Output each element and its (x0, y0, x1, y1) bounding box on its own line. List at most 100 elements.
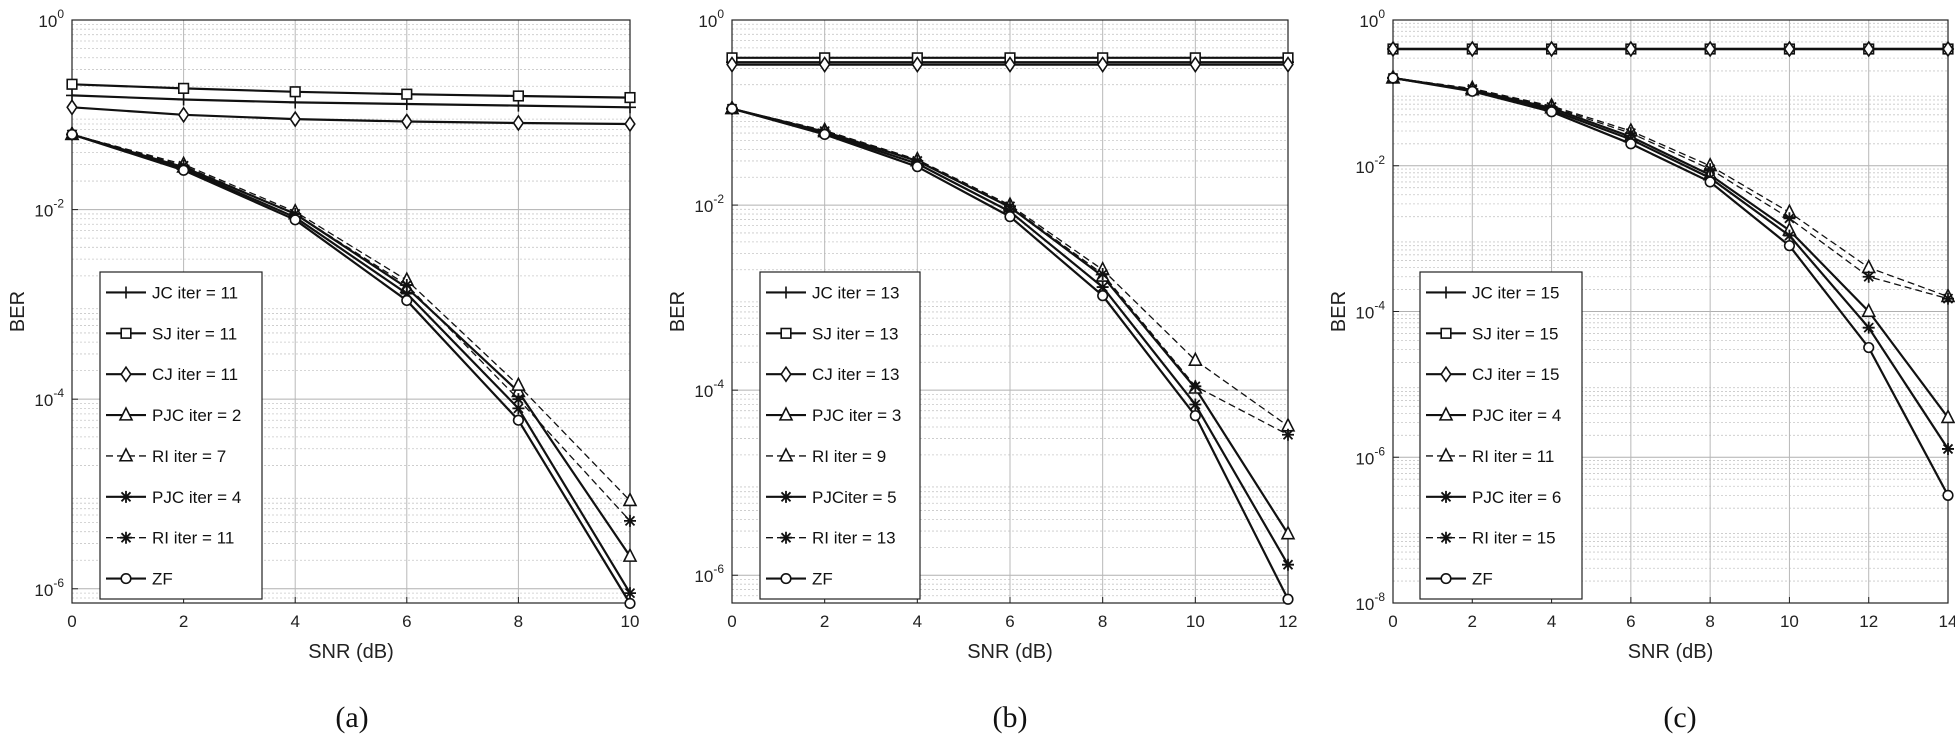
data-point (178, 82, 190, 94)
data-point (624, 91, 636, 104)
legend-label: RI iter = 11 (152, 529, 234, 548)
series-line (71, 133, 631, 502)
caption-c: (c) (1663, 701, 1696, 734)
legend-label: RI iter = 13 (812, 529, 896, 548)
data-point (401, 294, 413, 307)
x-tick-label: 8 (1705, 612, 1714, 631)
legend-label: ZF (812, 570, 833, 589)
legend-label: JC iter = 15 (1472, 283, 1559, 302)
data-point (624, 587, 636, 600)
data-point (1189, 398, 1202, 411)
x-tick-label: 4 (1547, 612, 1556, 631)
data-point (289, 96, 302, 109)
data-point (1625, 40, 1637, 58)
legend-label: PJC iter = 4 (152, 488, 241, 507)
legend-label: SJ iter = 15 (1472, 324, 1558, 343)
data-point (1188, 351, 1203, 366)
data-point (1282, 56, 1294, 73)
series-group (64, 78, 638, 610)
x-tick-label: 12 (1279, 612, 1298, 631)
legend-item: RI iter = 15 (1426, 529, 1556, 548)
series-line (71, 133, 631, 522)
legend-marker (120, 531, 132, 544)
legend-item: SJ iter = 11 (106, 324, 237, 343)
legend-item: PJC iter = 4 (1426, 406, 1561, 425)
data-point (1704, 163, 1717, 176)
series-group (1385, 40, 1955, 501)
series-0 (66, 89, 636, 114)
data-point (622, 547, 638, 562)
data-point (1096, 281, 1109, 294)
y-tick-label: 100 (38, 7, 64, 31)
data-point (1783, 212, 1796, 225)
chart-panel-b: 0 2 4 6 8 10 12 10-6 10-4 10-2 100 SNR (dB) BER JC it… (667, 7, 1297, 663)
legend-item: PJC iter = 4 (106, 488, 241, 507)
legend-marker (118, 447, 134, 462)
data-point (1862, 270, 1875, 283)
data-point (1861, 302, 1877, 318)
data-point (1096, 56, 1109, 73)
data-point (1280, 525, 1296, 540)
data-point (289, 214, 301, 226)
legend-item: ZF (766, 570, 833, 589)
data-point (624, 115, 636, 133)
x-tick-label: 0 (1388, 612, 1397, 631)
legend-label: SJ iter = 13 (812, 324, 898, 343)
legend-item: JC iter = 15 (1426, 283, 1559, 302)
data-point (818, 56, 831, 73)
legend-box (99, 271, 263, 600)
data-point (1783, 40, 1796, 58)
data-point (1004, 56, 1016, 73)
data-point (1863, 341, 1875, 354)
x-tick-label: 2 (1468, 612, 1477, 631)
y-tick-label: 100 (1359, 7, 1385, 31)
data-point (511, 376, 526, 391)
y-tick-label: 10-8 (1355, 590, 1385, 614)
legend-item: RI iter = 7 (106, 447, 226, 466)
legend-marker (780, 327, 792, 339)
data-point (819, 128, 831, 141)
legend-label: CJ iter = 15 (1472, 365, 1559, 384)
legend-marker (120, 327, 132, 339)
data-point (289, 207, 302, 220)
data-point (624, 514, 636, 527)
data-point (512, 114, 525, 132)
legend-marker (1440, 365, 1452, 383)
series-2 (726, 56, 1294, 73)
data-point (1096, 267, 1109, 280)
y-tick-label: 10-6 (1355, 444, 1385, 468)
legend-item: PJCiter = 5 (766, 488, 897, 507)
data-point (1942, 40, 1954, 58)
data-point (1862, 321, 1875, 334)
legend-label: CJ iter = 13 (812, 365, 899, 384)
x-tick-label: 4 (913, 612, 922, 631)
legend-marker (780, 490, 792, 503)
x-tick-label: 8 (1098, 612, 1107, 631)
data-point (512, 402, 525, 415)
legend-marker (778, 406, 794, 421)
data-point (1624, 127, 1637, 140)
legend-marker (780, 572, 792, 585)
series-line (71, 94, 631, 109)
data-point (1282, 593, 1294, 605)
legend-box (1419, 271, 1583, 600)
data-point (1189, 380, 1202, 393)
data-point (1387, 72, 1399, 84)
legend-label: JC iter = 13 (812, 283, 899, 302)
legend-label: PJC iter = 6 (1472, 488, 1561, 507)
y-tick-label: 10-6 (34, 576, 64, 600)
data-point (1625, 138, 1637, 150)
legend-marker (778, 447, 794, 462)
legend-marker (1438, 406, 1454, 421)
data-point (1940, 408, 1955, 424)
data-point (1942, 489, 1954, 501)
legend-item: SJ iter = 15 (1426, 324, 1558, 343)
data-point (624, 597, 636, 610)
legend-item: JC iter = 13 (766, 283, 899, 302)
legend-label: SJ iter = 11 (152, 324, 237, 343)
legend-label: PJC iter = 4 (1472, 406, 1561, 425)
data-point (911, 161, 923, 173)
data-point (1387, 40, 1399, 58)
y-axis-label: BER (7, 291, 29, 332)
legend-marker (1440, 490, 1452, 503)
